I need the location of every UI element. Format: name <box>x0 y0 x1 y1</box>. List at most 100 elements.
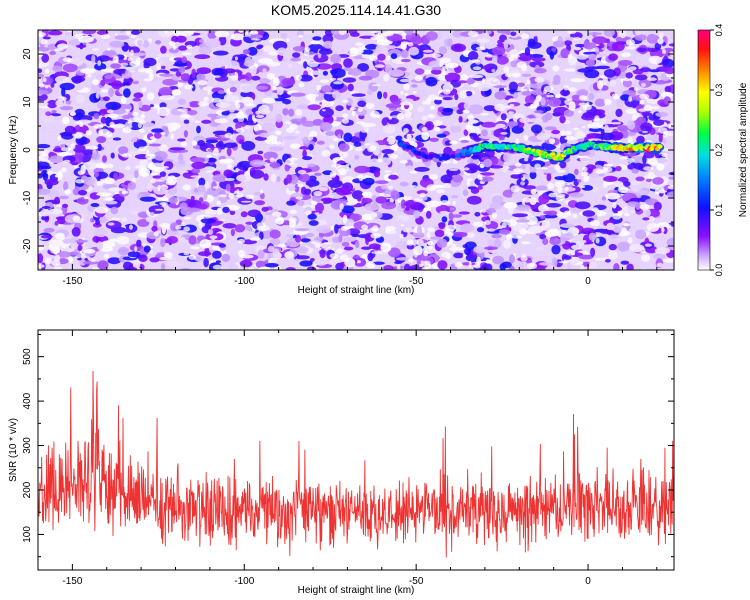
heatmap-cell <box>205 139 219 144</box>
heatmap-cell <box>227 163 232 170</box>
heatmap-cell <box>364 203 380 211</box>
heatmap-cell <box>554 237 559 243</box>
heatmap-cell <box>105 101 122 111</box>
heatmap-cell <box>460 223 474 233</box>
heatmap-cell <box>332 90 341 100</box>
heatmap-cell <box>258 105 271 115</box>
heatmap-cell <box>503 202 518 209</box>
heatmap-cell <box>159 73 174 77</box>
heatmap-cell <box>375 44 382 54</box>
heatmap-cell <box>574 168 579 176</box>
heatmap-cell <box>577 89 589 97</box>
heatmap-cell <box>467 114 474 121</box>
heatmap-cell <box>160 132 166 135</box>
heatmap-cell <box>401 32 407 37</box>
heatmap-cell <box>629 197 642 202</box>
heatmap-cell <box>269 162 281 169</box>
heatmap-cell <box>427 227 436 233</box>
heatmap-cell <box>207 89 211 95</box>
heatmap-cell <box>426 241 434 246</box>
heatmap-cell <box>524 47 531 56</box>
heatmap-cell <box>131 30 141 35</box>
colorbar-tick-label: 0.4 <box>714 24 724 37</box>
heatmap-cell <box>190 246 201 250</box>
heatmap-cell <box>587 32 603 36</box>
heatmap-cell <box>90 259 97 263</box>
heatmap-cell <box>137 68 146 73</box>
heatmap-cell <box>644 243 653 247</box>
heatmap-cell <box>639 204 650 210</box>
heatmap-cell <box>152 175 162 179</box>
heatmap-cell <box>535 246 545 252</box>
heatmap-cell <box>216 200 222 206</box>
heatmap-cell <box>464 247 472 256</box>
heatmap-cell <box>307 61 319 68</box>
heatmap-cell <box>607 250 618 260</box>
heatmap-cell <box>667 191 674 198</box>
heatmap-cell <box>400 43 407 50</box>
heatmap-cell <box>38 188 51 195</box>
heatmap-cell <box>137 122 142 129</box>
heatmap-cell <box>595 169 605 174</box>
heatmap-cell <box>74 33 84 40</box>
heatmap-cell <box>131 52 147 57</box>
heatmap-cell <box>370 30 381 34</box>
heatmap-cell <box>319 107 334 118</box>
heatmap-cell <box>74 179 85 184</box>
heatmap-cell <box>577 179 582 183</box>
heatmap-cell <box>138 128 145 133</box>
heatmap-cell <box>491 68 496 73</box>
heatmap-cell <box>183 170 189 173</box>
heatmap-cell <box>40 234 53 239</box>
heatmap-cell <box>235 113 246 119</box>
heatmap-cell <box>622 205 629 215</box>
heatmap-cell <box>331 30 339 35</box>
heatmap-cell <box>94 171 100 178</box>
heatmap-cell <box>520 33 530 40</box>
heatmap-cell <box>370 232 382 239</box>
heatmap-cell <box>305 210 312 215</box>
heatmap-cell <box>354 165 371 174</box>
heatmap-cell <box>249 30 259 35</box>
heatmap-cell <box>344 257 356 268</box>
heatmap-cell <box>166 236 178 244</box>
heatmap-cell <box>479 172 495 176</box>
heatmap-cell <box>105 197 114 201</box>
heatmap-cell <box>618 231 629 237</box>
heatmap-cell <box>634 162 644 170</box>
heatmap-cell <box>400 58 411 63</box>
heatmap-cell <box>177 98 187 105</box>
heatmap-cell <box>67 251 79 256</box>
heatmap-cell <box>331 248 335 251</box>
heatmap-cell <box>343 237 357 242</box>
heatmap-cell <box>50 82 55 88</box>
heatmap-cell <box>161 65 166 69</box>
heatmap-cell <box>312 118 324 126</box>
heatmap-cell <box>339 203 344 210</box>
heatmap-cell <box>147 182 154 192</box>
heatmap-cell <box>403 93 409 96</box>
heatmap-cell <box>229 184 235 194</box>
heatmap-cell <box>396 257 411 261</box>
heatmap-cell <box>372 261 385 265</box>
heatmap-cell <box>634 34 647 41</box>
heatmap-cell <box>314 242 321 248</box>
y-tick-label: -10 <box>22 190 33 205</box>
heatmap-cell <box>545 203 562 208</box>
heatmap-cell <box>237 249 245 257</box>
heatmap-cell <box>357 63 369 72</box>
heatmap-cell <box>574 43 586 48</box>
heatmap-cell <box>117 246 130 256</box>
heatmap-cell <box>552 79 561 85</box>
heatmap-cell <box>626 263 634 270</box>
heatmap-cell <box>90 218 95 223</box>
heatmap-cell <box>51 110 57 114</box>
heatmap-cell <box>264 263 279 268</box>
heatmap-cell <box>417 225 422 235</box>
heatmap-cell <box>329 77 337 81</box>
heatmap-cell <box>311 241 317 245</box>
heatmap-cell <box>377 91 383 100</box>
heatmap-cell <box>289 123 298 130</box>
heatmap-cell <box>138 100 143 109</box>
heatmap-cell <box>77 244 83 251</box>
